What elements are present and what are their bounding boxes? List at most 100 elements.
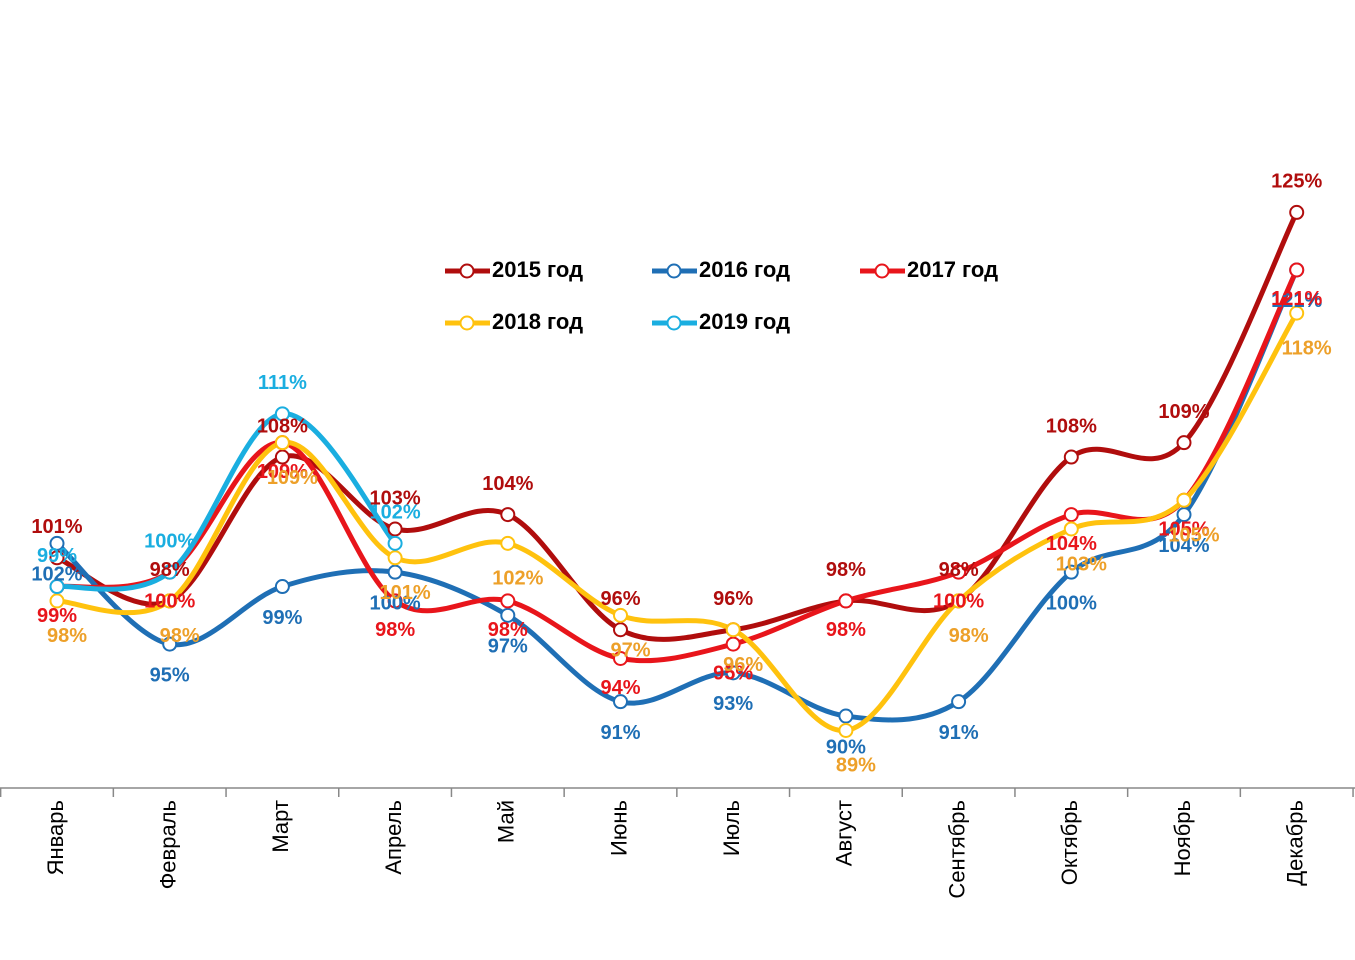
data-label: 95% (713, 662, 753, 684)
data-label: 121% (1271, 288, 1322, 310)
data-label: 98% (826, 619, 866, 641)
series-line (54, 209, 1300, 642)
point (1063, 507, 1079, 523)
data-label: 96% (723, 654, 763, 676)
data-label: 109% (257, 461, 308, 483)
point (387, 550, 403, 566)
series-line (54, 310, 1300, 733)
point (951, 694, 967, 710)
point (500, 607, 516, 623)
data-label: 99% (37, 545, 77, 567)
point (274, 579, 290, 595)
point (1063, 564, 1079, 580)
point (1289, 262, 1305, 278)
point (162, 636, 178, 652)
point (162, 564, 178, 580)
data-label: 95% (150, 664, 190, 686)
data-label: 103% (1056, 553, 1107, 575)
point (274, 406, 290, 422)
data-label: 100% (933, 590, 984, 612)
data-label: 96% (713, 588, 753, 610)
point (613, 694, 628, 710)
x-tick-label: Июнь (606, 800, 631, 856)
data-label: 98% (488, 619, 528, 641)
data-label: 98% (939, 559, 979, 581)
point (613, 650, 628, 666)
legend-marker (459, 315, 475, 331)
data-label: 105% (1158, 518, 1209, 540)
point (838, 722, 854, 738)
point (613, 607, 628, 623)
data-label: 118% (1282, 337, 1332, 359)
point (1289, 204, 1305, 220)
point (274, 449, 290, 465)
legend-marker (459, 263, 475, 279)
point (1063, 449, 1079, 465)
data-label: 96% (600, 588, 640, 610)
series-line (54, 411, 398, 592)
series-line (54, 267, 1300, 723)
data-label: 104% (1158, 535, 1209, 557)
x-tick-label: Декабрь (1283, 800, 1308, 886)
point (951, 593, 967, 609)
x-tick-label: Апрель (381, 800, 406, 875)
data-label: 94% (600, 677, 640, 699)
point (274, 435, 290, 451)
point (49, 579, 65, 595)
point (1176, 492, 1192, 508)
data-label: 102% (31, 564, 82, 586)
point (725, 636, 741, 652)
point (1063, 521, 1079, 537)
point (387, 564, 403, 580)
data-label: 102% (492, 568, 543, 590)
point (387, 535, 403, 551)
x-tick-label: Сентябрь (944, 800, 969, 899)
legend-label: 2015 год (492, 257, 583, 282)
point (1176, 435, 1192, 451)
legend-marker (874, 263, 890, 279)
point (49, 535, 65, 551)
data-label: 100% (1046, 592, 1097, 614)
data-label: 105% (1168, 524, 1219, 546)
point (500, 507, 516, 523)
data-label: 100% (370, 592, 421, 614)
data-label: 109% (267, 467, 318, 489)
x-tick-label: Октябрь (1057, 800, 1082, 885)
data-label: 98% (47, 625, 87, 647)
data-label: 108% (257, 415, 308, 437)
data-label: 97% (488, 636, 528, 658)
data-label: 100% (144, 530, 195, 552)
data-label: 125% (1271, 171, 1322, 193)
point (49, 593, 65, 609)
legend-label: 2018 год (492, 309, 583, 334)
x-tick-label: Июль (719, 800, 744, 856)
data-label: 111% (258, 372, 307, 394)
point (951, 564, 967, 580)
point (613, 622, 628, 638)
data-label: 91% (600, 722, 640, 744)
point (162, 593, 178, 609)
data-label: 90% (826, 736, 866, 758)
data-label: 121% (1271, 290, 1322, 312)
x-tick-label: Февраль (156, 800, 181, 889)
point (500, 593, 516, 609)
point (725, 665, 741, 681)
data-label: 98% (826, 559, 866, 581)
data-label: 108% (1046, 415, 1097, 437)
point (838, 593, 854, 609)
x-tick-label: Январь (43, 800, 68, 875)
point (725, 622, 741, 638)
data-label: 104% (482, 473, 533, 495)
data-label: 98% (150, 559, 190, 581)
data-label: 98% (160, 625, 200, 647)
data-label: 100% (144, 590, 195, 612)
data-label: 102% (370, 502, 421, 524)
point (387, 593, 403, 609)
data-label: 89% (836, 755, 876, 777)
data-label: 98% (949, 625, 989, 647)
legend-label: 2019 год (699, 309, 790, 334)
point (1176, 507, 1192, 523)
point (838, 708, 854, 724)
point (1289, 305, 1305, 321)
